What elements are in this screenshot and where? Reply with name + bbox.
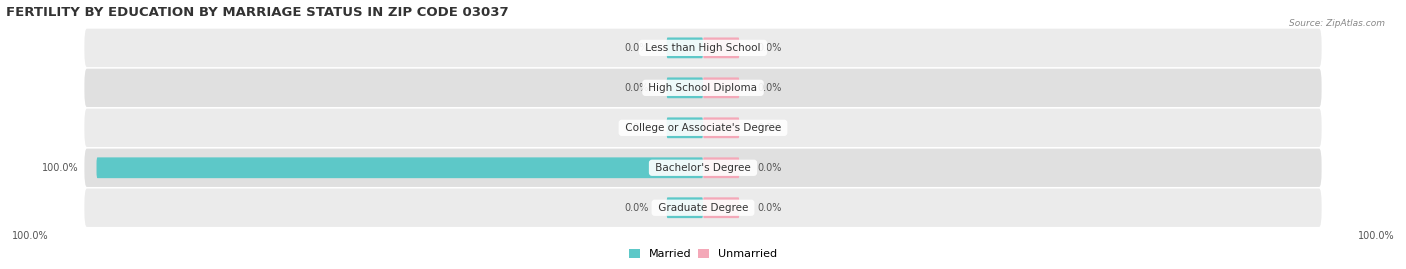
Text: 100.0%: 100.0% xyxy=(1358,231,1395,241)
Text: 0.0%: 0.0% xyxy=(624,43,648,53)
Text: Graduate Degree: Graduate Degree xyxy=(655,203,751,213)
FancyBboxPatch shape xyxy=(703,37,740,58)
FancyBboxPatch shape xyxy=(703,197,740,218)
FancyBboxPatch shape xyxy=(666,37,703,58)
Text: College or Associate's Degree: College or Associate's Degree xyxy=(621,123,785,133)
FancyBboxPatch shape xyxy=(703,77,740,98)
FancyBboxPatch shape xyxy=(84,189,1322,227)
FancyBboxPatch shape xyxy=(84,69,1322,107)
Text: 0.0%: 0.0% xyxy=(624,203,648,213)
FancyBboxPatch shape xyxy=(666,117,703,138)
Text: 0.0%: 0.0% xyxy=(758,43,782,53)
FancyBboxPatch shape xyxy=(84,29,1322,67)
FancyBboxPatch shape xyxy=(666,197,703,218)
Text: 0.0%: 0.0% xyxy=(758,163,782,173)
Text: 0.0%: 0.0% xyxy=(758,123,782,133)
FancyBboxPatch shape xyxy=(97,157,703,178)
Text: 100.0%: 100.0% xyxy=(11,231,48,241)
FancyBboxPatch shape xyxy=(84,109,1322,147)
FancyBboxPatch shape xyxy=(703,157,740,178)
Text: 0.0%: 0.0% xyxy=(758,203,782,213)
Text: 0.0%: 0.0% xyxy=(624,83,648,93)
Text: FERTILITY BY EDUCATION BY MARRIAGE STATUS IN ZIP CODE 03037: FERTILITY BY EDUCATION BY MARRIAGE STATU… xyxy=(6,6,508,19)
Legend: Married, Unmarried: Married, Unmarried xyxy=(624,244,782,264)
FancyBboxPatch shape xyxy=(666,77,703,98)
Text: 100.0%: 100.0% xyxy=(42,163,79,173)
FancyBboxPatch shape xyxy=(703,117,740,138)
Text: High School Diploma: High School Diploma xyxy=(645,83,761,93)
Text: Source: ZipAtlas.com: Source: ZipAtlas.com xyxy=(1289,19,1385,28)
Text: 0.0%: 0.0% xyxy=(758,83,782,93)
Text: Bachelor's Degree: Bachelor's Degree xyxy=(652,163,754,173)
FancyBboxPatch shape xyxy=(84,148,1322,187)
Text: 0.0%: 0.0% xyxy=(624,123,648,133)
Text: Less than High School: Less than High School xyxy=(643,43,763,53)
